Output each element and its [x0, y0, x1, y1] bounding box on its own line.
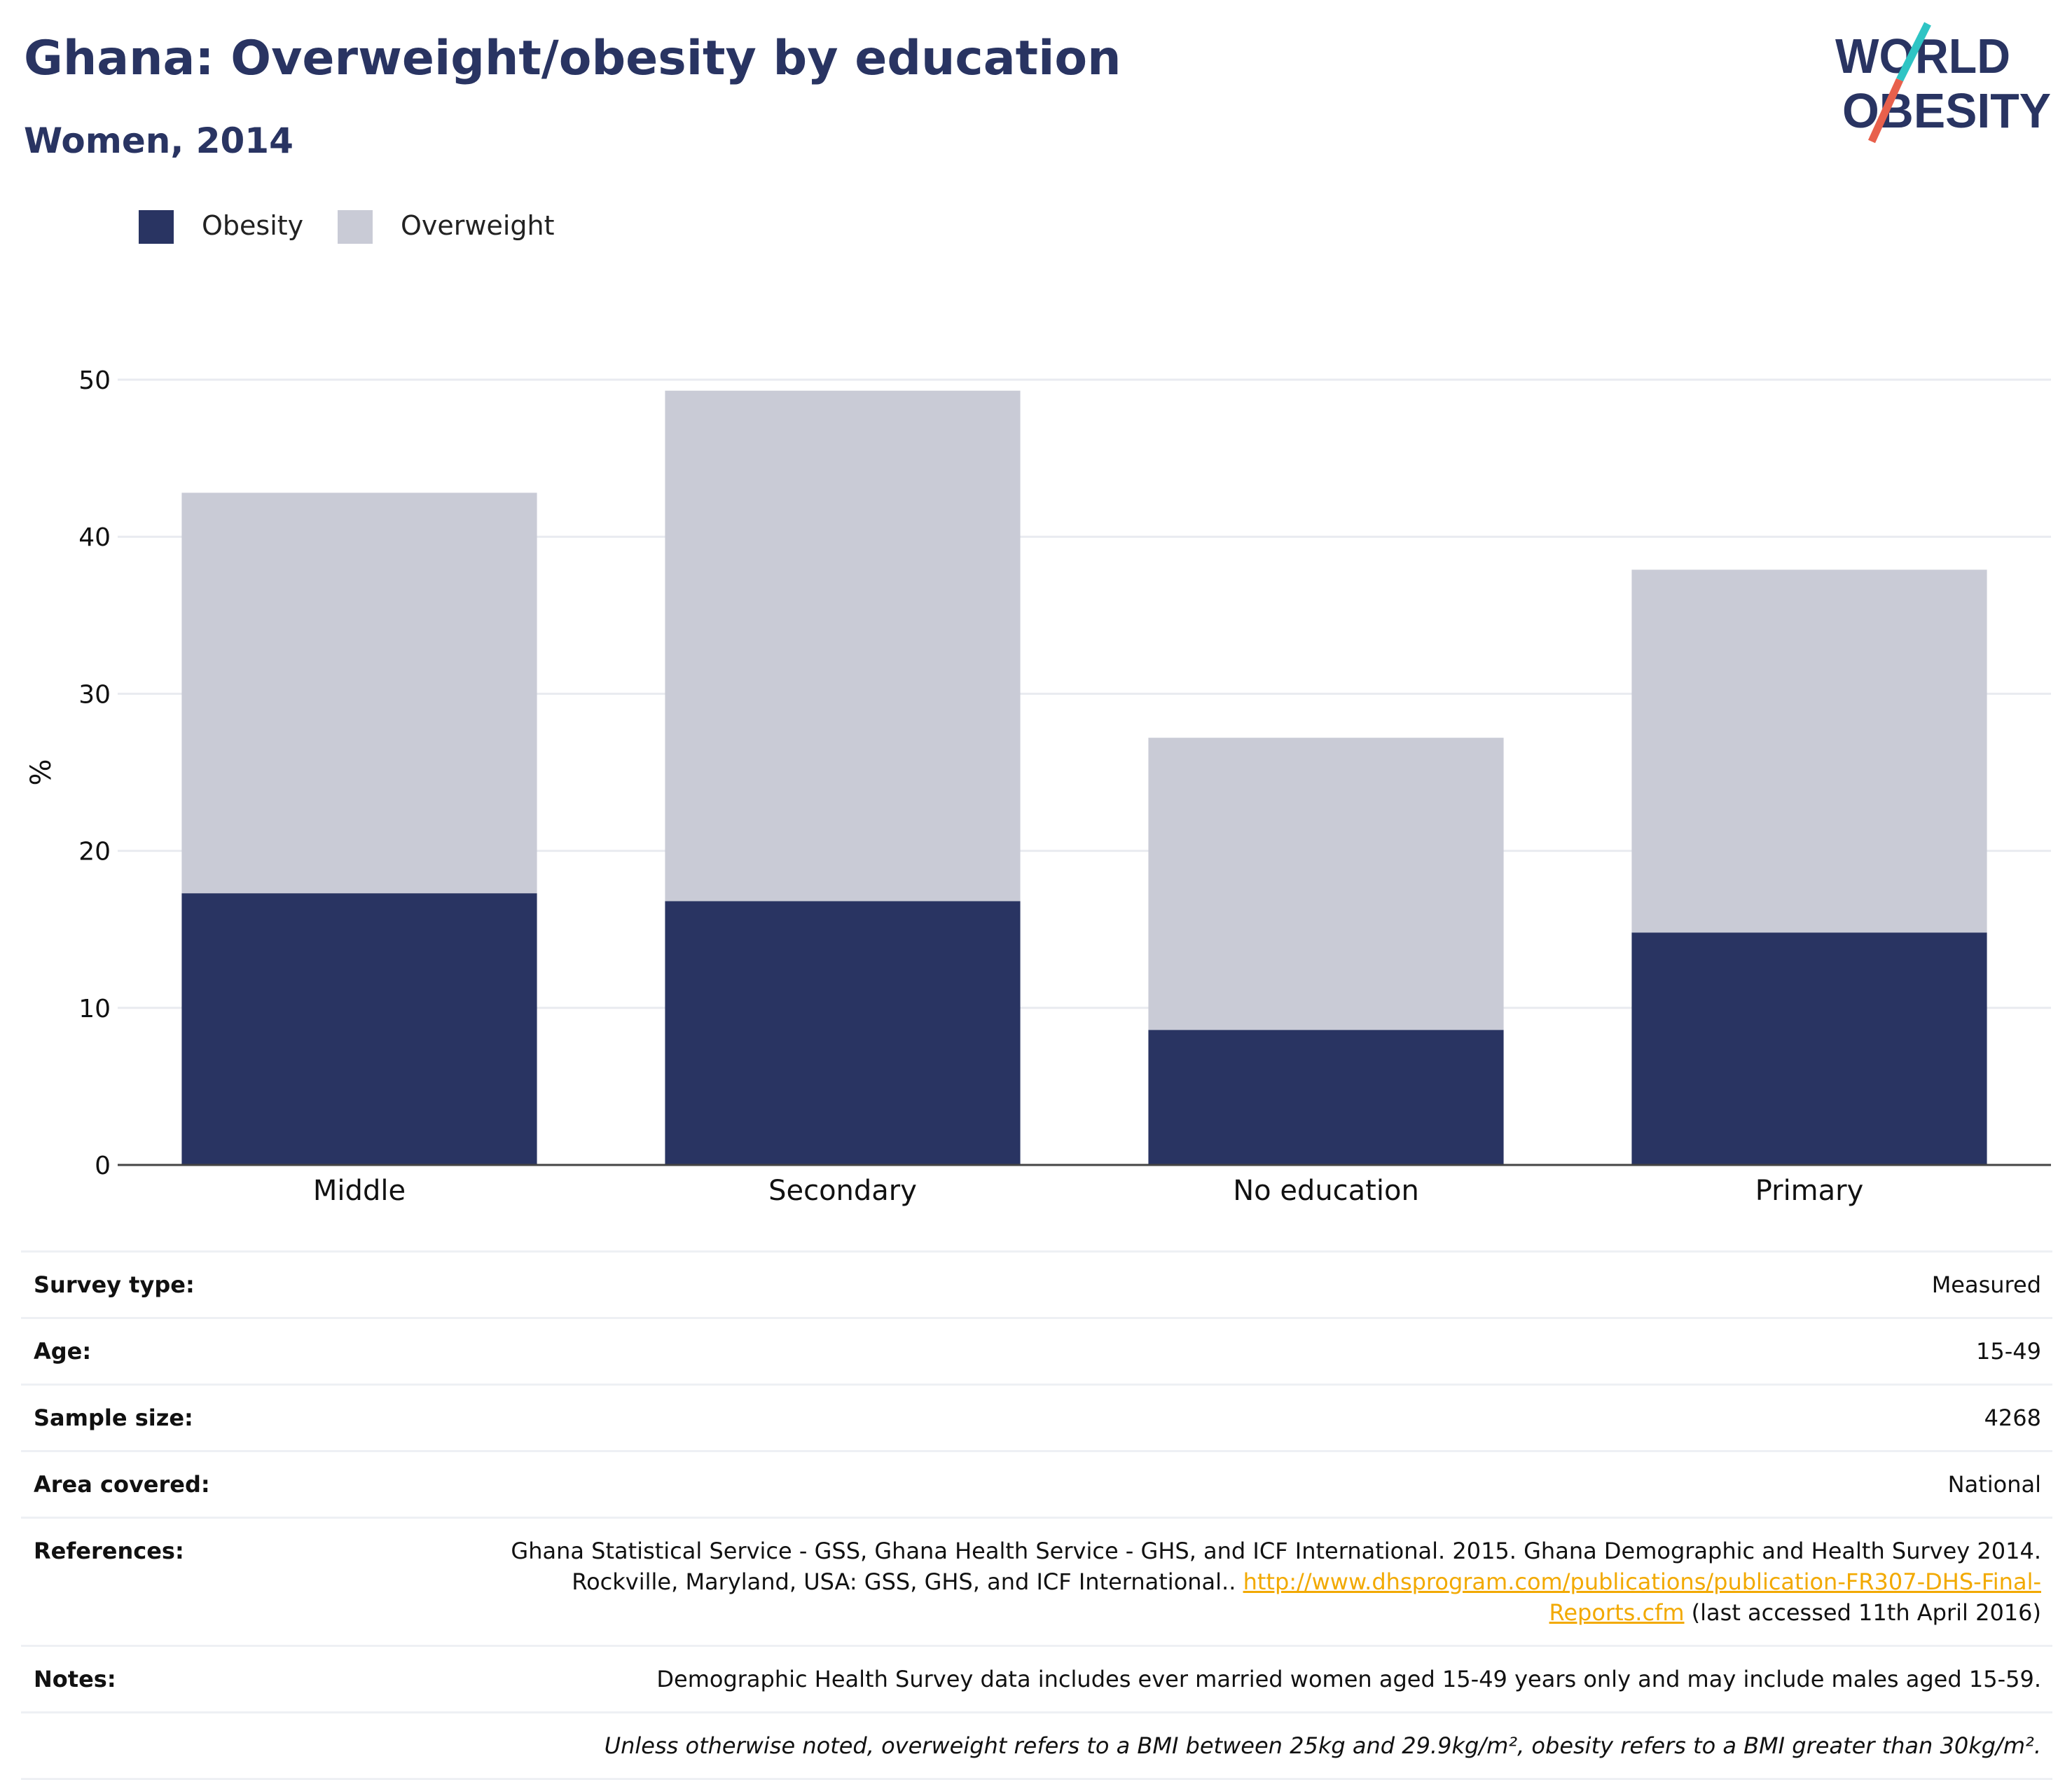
bar-obesity-secondary [665, 901, 1021, 1165]
page-subtitle: Women, 2014 [24, 120, 293, 161]
area-covered-value: National [1947, 1471, 2041, 1498]
logo-slash-bottom [1867, 78, 1904, 144]
references-label: References: [34, 1538, 184, 1564]
sample-size-value: 4268 [1984, 1405, 2041, 1431]
sample-size-label: Sample size: [34, 1405, 193, 1431]
y-tick-label: 40 [78, 523, 111, 552]
legend-label-overweight: Overweight [401, 210, 555, 241]
x-tick-label: Middle [313, 1175, 406, 1207]
legend-swatch-overweight [338, 210, 373, 244]
bar-obesity-middle [181, 893, 537, 1165]
info-row-sample-size: Sample size: 4268 [21, 1386, 2052, 1452]
world-obesity-logo: WORLD OBESITY [1835, 22, 2051, 144]
y-tick-label: 50 [78, 366, 111, 395]
bar-overweight-no-education [1148, 738, 1504, 1030]
survey-type-label: Survey type: [34, 1271, 195, 1298]
y-axis-title: % [25, 759, 57, 785]
x-tick-label: No education [1233, 1175, 1419, 1207]
info-row-survey-type: Survey type: Measured [21, 1253, 2052, 1319]
bar-obesity-primary [1631, 932, 1987, 1165]
y-tick-label: 0 [95, 1152, 111, 1180]
stacked-bar-chart: 0 10 20 30 40 50% Middle Secondary No education P… [25, 366, 2051, 1207]
references-link-part1: http://www.dhsprogram.com/publications/p… [1243, 1568, 2041, 1595]
y-tick-label: 10 [78, 995, 111, 1023]
age-value: 15-49 [1976, 1338, 2041, 1365]
info-row-area-covered: Area covered: National [21, 1452, 2052, 1519]
legend-label-obesity: Obesity [202, 210, 304, 241]
age-label: Age: [34, 1338, 92, 1365]
legend-swatch-obesity [139, 210, 174, 244]
x-tick-label: Secondary [768, 1175, 917, 1207]
info-row-age: Age: 15-49 [21, 1319, 2052, 1386]
y-tick-label: 20 [78, 838, 111, 867]
info-row-notes: Notes: Demographic Health Survey data in… [21, 1647, 2052, 1713]
bmi-definition-note: Unless otherwise noted, overweight refer… [604, 1732, 2041, 1759]
references-link-part2: Reports.cfm [1549, 1599, 1685, 1626]
bar-overweight-primary [1631, 570, 1987, 933]
area-covered-label: Area covered: [34, 1471, 210, 1498]
notes-label: Notes: [34, 1666, 116, 1692]
survey-type-value: Measured [1931, 1271, 2041, 1298]
bar-obesity-no-education [1148, 1030, 1504, 1165]
references-link[interactable]: http://www.dhsprogram.com/publications/p… [1243, 1568, 2041, 1626]
info-row-references: References: Ghana Statistical Service - … [21, 1519, 2052, 1647]
bar-overweight-secondary [665, 390, 1021, 902]
references-text-line2: Rockville, Maryland, USA: GSS, GHS, and … [572, 1568, 1243, 1595]
notes-value: Demographic Health Survey data includes … [656, 1666, 2041, 1692]
info-row-definition: Unless otherwise noted, overweight refer… [21, 1713, 2052, 1780]
references-suffix: (last accessed 11th April 2016) [1684, 1599, 2041, 1626]
survey-info-table: Survey type: Measured Age: 15-49 Sample … [21, 1250, 2052, 1780]
references-text-line1: Ghana Statistical Service - GSS, Ghana H… [511, 1538, 2041, 1564]
page-title: Ghana: Overweight/obesity by education [24, 31, 1121, 86]
y-tick-label: 30 [78, 680, 111, 709]
logo-slash-top [1896, 22, 1931, 82]
bar-overweight-middle [181, 492, 537, 894]
x-tick-label: Primary [1755, 1175, 1864, 1207]
references-value: Ghana Statistical Service - GSS, Ghana H… [511, 1536, 2041, 1628]
